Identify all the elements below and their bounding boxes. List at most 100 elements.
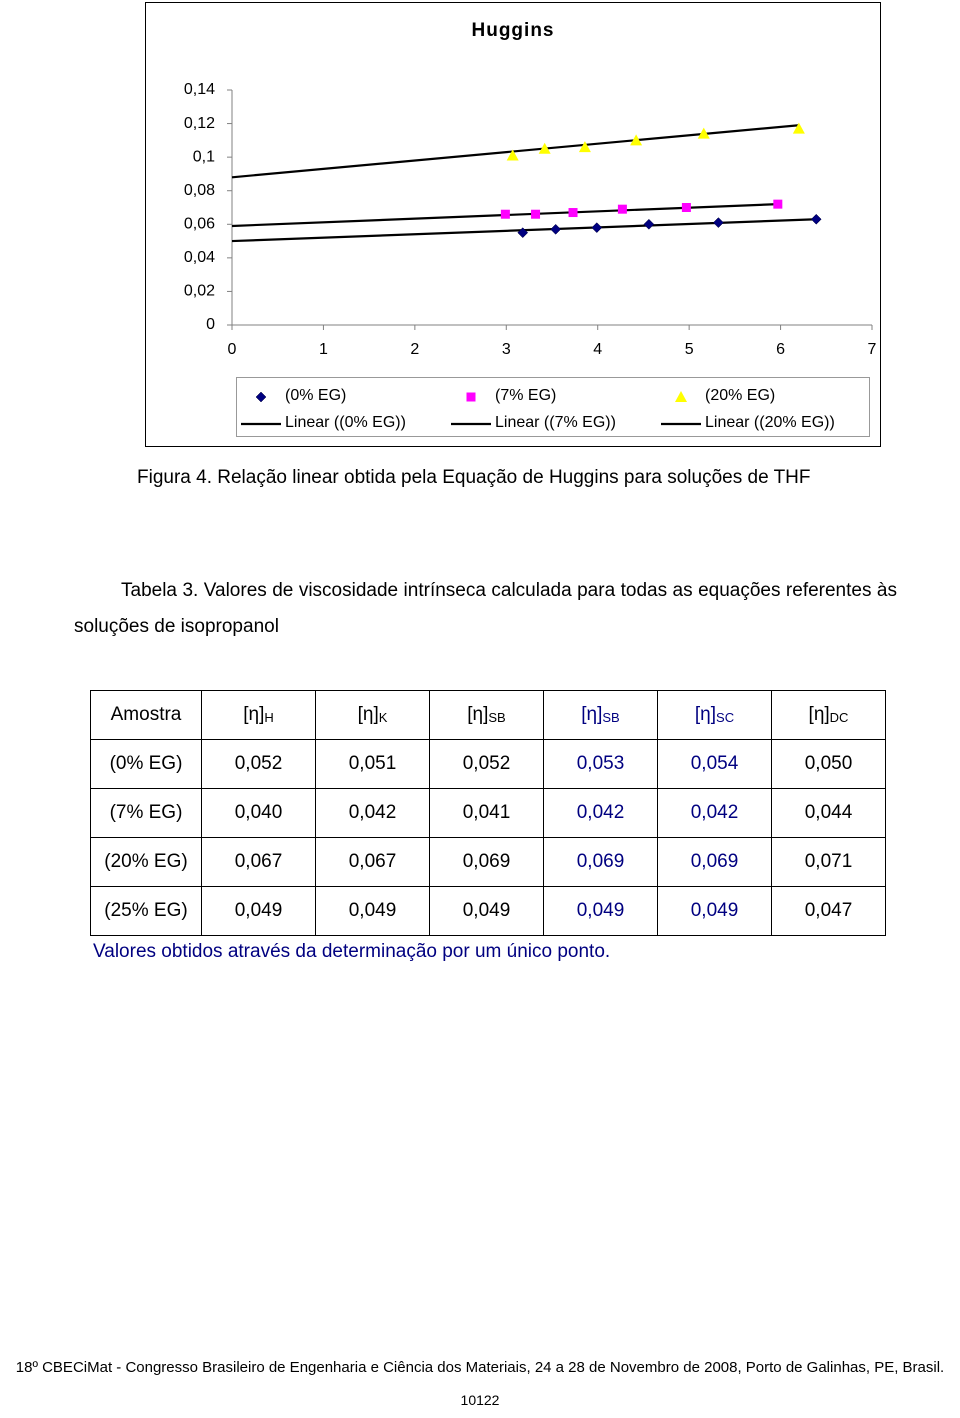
header-cell: [η]K	[315, 690, 430, 740]
legend-label: (7% EG)	[495, 387, 556, 404]
header-sub: K	[378, 710, 388, 725]
y-tick-label: 0,1	[193, 148, 215, 165]
header-sub: DC	[829, 710, 849, 725]
x-tick-label: 1	[319, 341, 328, 358]
table-row: (7% EG) 0,040 0,042 0,041 0,042 0,042 0,044	[90, 788, 886, 838]
data-point	[538, 142, 551, 154]
data-point	[792, 122, 805, 134]
header-sub: SB	[488, 710, 506, 725]
chart: Huggins 0 0,02 0,04 0,06 0,08 0,1 0,12 0,14 0 1 2 3…	[145, 2, 881, 447]
header-text: [η]	[694, 704, 717, 725]
table-cell: (20% EG)	[90, 837, 202, 887]
table-cell: 0,042	[657, 788, 772, 838]
x-tick-label: 7	[868, 341, 877, 358]
data-point	[550, 223, 562, 235]
table-cell: 0,044	[771, 788, 886, 838]
header-text: Amostra	[110, 704, 182, 725]
legend-marker	[675, 391, 687, 402]
table-cell: 0,049	[657, 886, 772, 936]
header-text: [η]	[243, 704, 265, 725]
data-point	[578, 141, 591, 153]
y-tick-label: 0,08	[184, 182, 215, 199]
header-sub: H	[264, 710, 274, 725]
table-cell: 0,069	[543, 837, 658, 887]
data-point	[500, 209, 510, 219]
table-header-row: Amostra [η]H [η]K [η]SB [η]SB [η]SC [η]DC	[90, 690, 886, 740]
x-tick-label: 6	[776, 341, 785, 358]
table-cell: 0,067	[315, 837, 430, 887]
table-cell: 0,052	[429, 739, 544, 789]
header-cell: [η]SB	[429, 690, 544, 740]
legend-label: (0% EG)	[285, 387, 346, 404]
table-cell: (0% EG)	[90, 739, 202, 789]
table-cell: 0,042	[543, 788, 658, 838]
table-cell: 0,042	[315, 788, 430, 838]
x-tick-label: 0	[228, 341, 237, 358]
legend-label: Linear ((0% EG))	[285, 414, 406, 431]
data-point	[531, 209, 541, 219]
y-tick-label: 0,04	[184, 249, 215, 266]
header-text: [η]	[357, 704, 379, 725]
table-cell: 0,069	[429, 837, 544, 887]
table-row: (20% EG) 0,067 0,067 0,069 0,069 0,069 0,071	[90, 837, 886, 887]
table-cell: 0,054	[657, 739, 772, 789]
header-cell: Amostra	[90, 690, 202, 740]
table-cell: (7% EG)	[90, 788, 202, 838]
y-tick-label: 0,02	[184, 283, 215, 300]
legend-marker	[255, 391, 267, 403]
table-cell: 0,049	[201, 886, 316, 936]
table-cell: 0,047	[771, 886, 886, 936]
y-tick-label: 0,14	[184, 81, 215, 98]
data-point	[630, 134, 643, 146]
legend-label: Linear ((20% EG))	[705, 414, 835, 431]
data-point	[517, 227, 529, 239]
table-caption: Tabela 3. Valores de viscosidade intríns…	[74, 580, 897, 637]
table-cell: (25% EG)	[90, 886, 202, 936]
data-point	[506, 149, 519, 161]
table-note: Valores obtidos através da determinação …	[93, 941, 611, 962]
header-cell: [η]SC	[657, 690, 772, 740]
table-cell: 0,040	[201, 788, 316, 838]
data-point	[591, 222, 603, 233]
header-cell: [η]SB	[543, 690, 658, 740]
header-text: [η]	[581, 704, 603, 725]
y-tick-label: 0,06	[184, 216, 215, 233]
header-cell: [η]H	[201, 690, 316, 740]
legend-label: Linear ((7% EG))	[495, 414, 616, 431]
data-point	[810, 213, 822, 225]
legend-marker	[466, 392, 476, 402]
table-cell: 0,049	[429, 886, 544, 936]
data-table: Amostra [η]H [η]K [η]SB [η]SB [η]SC [η]DC (0% E…	[90, 690, 886, 936]
header-sub: SC	[716, 710, 735, 725]
figure-caption: Figura 4. Relação linear obtida pela Equ…	[137, 460, 897, 496]
header-text: [η]	[808, 704, 830, 725]
page-number: 10122	[460, 1392, 500, 1408]
table-cell: 0,049	[315, 886, 430, 936]
x-tick-label: 4	[593, 341, 602, 358]
data-point	[773, 199, 783, 209]
data-point	[697, 127, 710, 139]
legend-label: (20% EG)	[705, 387, 775, 404]
table-row: (25% EG) 0,049 0,049 0,049 0,049 0,049 0,047	[90, 886, 886, 936]
data-point	[568, 208, 578, 218]
y-tick-label: 0	[206, 316, 215, 333]
table-cell: 0,053	[543, 739, 658, 789]
data-point	[713, 217, 724, 228]
header-cell: [η]DC	[771, 690, 886, 740]
table-cell: 0,041	[429, 788, 544, 838]
table-cell: 0,051	[315, 739, 430, 789]
x-tick-label: 5	[685, 341, 694, 358]
data-point	[643, 218, 655, 230]
table-cell: 0,050	[771, 739, 886, 789]
chart-title: Huggins	[472, 20, 555, 41]
header-text: [η]	[467, 704, 489, 725]
table-cell: 0,052	[201, 739, 316, 789]
figure-caption-text: Figura 4. Relação linear obtida pela Equ…	[137, 467, 811, 488]
table-cell: 0,067	[201, 837, 316, 887]
table-cell: 0,069	[657, 837, 772, 887]
table-row: (0% EG) 0,052 0,051 0,052 0,053 0,054 0,050	[90, 739, 886, 789]
x-tick-label: 3	[502, 341, 511, 358]
x-tick-label: 2	[410, 341, 419, 358]
footer: 18º CBECiMat - Congresso Brasileiro de E…	[15, 1359, 945, 1376]
